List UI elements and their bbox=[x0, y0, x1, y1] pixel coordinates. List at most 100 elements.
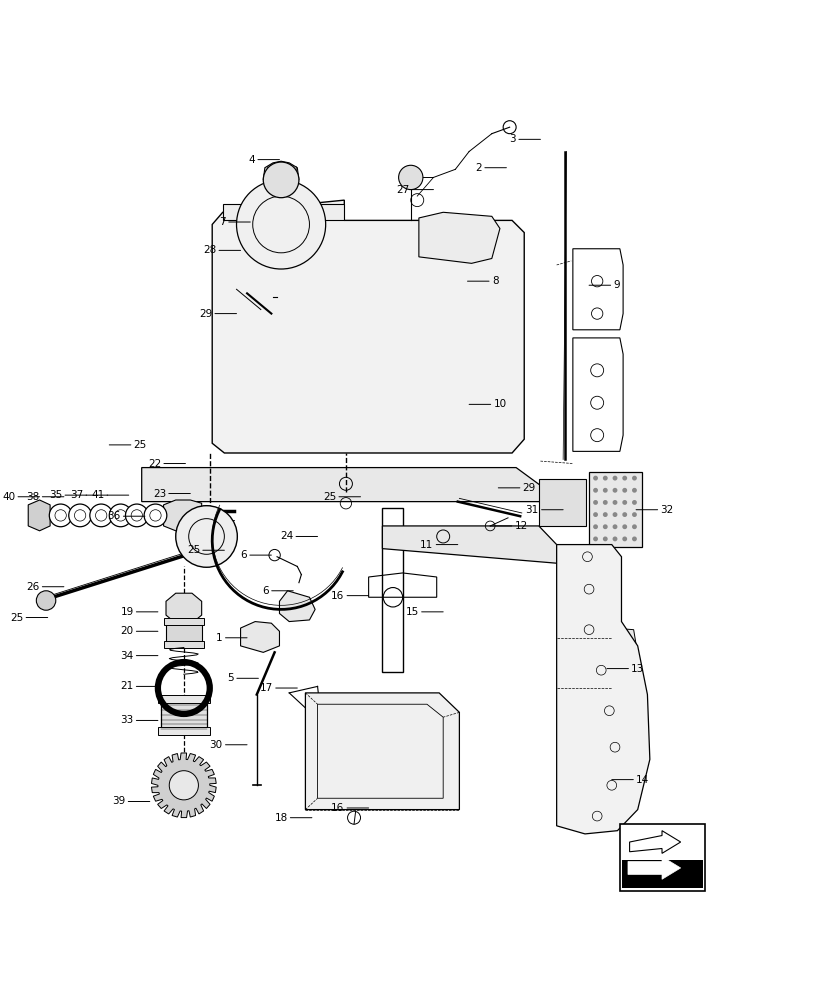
Circle shape bbox=[144, 504, 166, 527]
Polygon shape bbox=[163, 500, 202, 531]
Text: 15: 15 bbox=[406, 607, 443, 617]
Text: 37: 37 bbox=[70, 490, 108, 500]
Text: 6: 6 bbox=[241, 550, 272, 560]
Text: 23: 23 bbox=[153, 489, 190, 499]
Text: 9: 9 bbox=[589, 280, 620, 290]
Circle shape bbox=[603, 500, 608, 505]
Text: 6: 6 bbox=[262, 586, 293, 596]
Circle shape bbox=[613, 512, 618, 517]
Text: 7: 7 bbox=[220, 217, 251, 227]
Circle shape bbox=[169, 771, 198, 800]
Text: 30: 30 bbox=[210, 740, 247, 750]
Bar bbox=[161, 699, 206, 731]
Text: 28: 28 bbox=[203, 245, 241, 255]
Circle shape bbox=[593, 512, 598, 517]
Text: 25: 25 bbox=[323, 492, 361, 502]
Text: 25: 25 bbox=[109, 440, 147, 450]
Bar bbox=[158, 695, 210, 703]
Polygon shape bbox=[305, 693, 459, 810]
Circle shape bbox=[398, 165, 423, 190]
Text: 5: 5 bbox=[228, 673, 259, 683]
Polygon shape bbox=[142, 468, 540, 502]
Text: 1: 1 bbox=[216, 633, 247, 643]
Polygon shape bbox=[223, 204, 344, 220]
Polygon shape bbox=[166, 593, 202, 623]
Circle shape bbox=[632, 500, 636, 505]
Circle shape bbox=[593, 536, 598, 541]
Circle shape bbox=[613, 500, 618, 505]
Text: 39: 39 bbox=[113, 796, 150, 806]
Text: 13: 13 bbox=[607, 664, 645, 674]
Circle shape bbox=[623, 512, 628, 517]
Circle shape bbox=[603, 536, 608, 541]
Text: 32: 32 bbox=[636, 505, 674, 515]
Text: 16: 16 bbox=[331, 803, 369, 813]
Text: 29: 29 bbox=[199, 309, 237, 319]
Circle shape bbox=[623, 500, 628, 505]
Text: 29: 29 bbox=[499, 483, 536, 493]
Circle shape bbox=[613, 476, 618, 481]
Text: 10: 10 bbox=[469, 399, 507, 409]
Text: 26: 26 bbox=[26, 582, 64, 592]
Circle shape bbox=[593, 488, 598, 493]
Polygon shape bbox=[152, 753, 216, 818]
Circle shape bbox=[613, 536, 618, 541]
Polygon shape bbox=[623, 860, 703, 888]
Polygon shape bbox=[612, 628, 636, 646]
Circle shape bbox=[90, 504, 113, 527]
Bar bbox=[163, 641, 204, 648]
Polygon shape bbox=[279, 591, 315, 622]
Text: 16: 16 bbox=[331, 591, 369, 601]
Bar bbox=[589, 472, 641, 547]
Polygon shape bbox=[557, 545, 650, 834]
Text: 35: 35 bbox=[49, 490, 86, 500]
Circle shape bbox=[632, 536, 636, 541]
Circle shape bbox=[623, 476, 628, 481]
Text: 14: 14 bbox=[612, 775, 650, 785]
Text: 3: 3 bbox=[509, 134, 540, 144]
Text: 11: 11 bbox=[420, 540, 458, 550]
Bar bbox=[539, 479, 586, 526]
Circle shape bbox=[603, 524, 608, 529]
Text: 4: 4 bbox=[249, 155, 279, 165]
Text: 27: 27 bbox=[396, 185, 433, 195]
Text: 19: 19 bbox=[120, 607, 158, 617]
Circle shape bbox=[593, 524, 598, 529]
Circle shape bbox=[632, 488, 636, 493]
Circle shape bbox=[593, 476, 598, 481]
Circle shape bbox=[175, 506, 237, 567]
Circle shape bbox=[200, 510, 220, 529]
Text: 25: 25 bbox=[187, 545, 224, 555]
Polygon shape bbox=[29, 500, 50, 531]
Text: 33: 33 bbox=[120, 715, 158, 725]
Circle shape bbox=[603, 476, 608, 481]
Text: 22: 22 bbox=[148, 459, 185, 469]
Text: 12: 12 bbox=[490, 521, 528, 531]
Text: 18: 18 bbox=[274, 813, 312, 823]
Polygon shape bbox=[383, 526, 557, 563]
Circle shape bbox=[613, 524, 618, 529]
Circle shape bbox=[613, 488, 618, 493]
Polygon shape bbox=[419, 212, 500, 263]
Polygon shape bbox=[612, 691, 636, 709]
Polygon shape bbox=[628, 857, 681, 879]
Circle shape bbox=[109, 504, 132, 527]
Bar bbox=[166, 623, 202, 644]
Text: 34: 34 bbox=[120, 651, 158, 661]
Text: 36: 36 bbox=[108, 511, 145, 521]
Circle shape bbox=[632, 476, 636, 481]
Text: 24: 24 bbox=[280, 531, 317, 541]
Polygon shape bbox=[612, 660, 636, 678]
Text: 17: 17 bbox=[259, 683, 297, 693]
Circle shape bbox=[593, 500, 598, 505]
Circle shape bbox=[623, 524, 628, 529]
Bar bbox=[620, 824, 705, 891]
Circle shape bbox=[49, 504, 72, 527]
Polygon shape bbox=[241, 622, 279, 652]
Text: 38: 38 bbox=[26, 492, 64, 502]
Circle shape bbox=[623, 536, 628, 541]
Text: 2: 2 bbox=[476, 163, 507, 173]
Circle shape bbox=[632, 512, 636, 517]
Text: 20: 20 bbox=[121, 626, 158, 636]
Circle shape bbox=[603, 488, 608, 493]
